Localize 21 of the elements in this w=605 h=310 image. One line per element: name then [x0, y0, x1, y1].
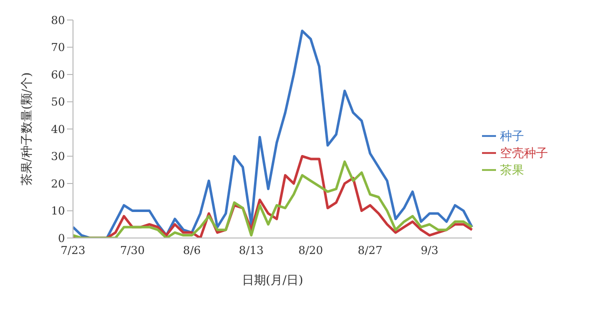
legend-label: 空壳种子: [500, 146, 548, 160]
legend-label: 茶果: [500, 162, 524, 176]
x-tick-label: 8/6: [183, 244, 201, 257]
y-tick-label: 70: [51, 41, 65, 54]
x-tick-label: 8/20: [298, 244, 324, 257]
x-tick-label: 8/13: [238, 244, 264, 257]
legend-label: 种子: [500, 128, 524, 142]
y-tick-label: 80: [51, 14, 65, 27]
x-tick-label: 7/30: [120, 244, 145, 257]
y-tick-label: 60: [51, 68, 65, 82]
y-tick-label: 30: [51, 150, 65, 164]
x-tick-label: 7/23: [60, 244, 86, 257]
x-tick-label: 9/3: [420, 244, 438, 257]
y-tick-label: 40: [51, 122, 65, 136]
y-tick-label: 0: [58, 232, 65, 245]
y-tick-label: 50: [51, 96, 65, 109]
y-tick-label: 20: [51, 177, 65, 190]
x-tick-label: 8/27: [358, 244, 382, 257]
y-tick-label: 10: [51, 204, 65, 218]
y-axis-title: 茶果/种子数量(颗/个): [19, 72, 34, 186]
x-axis-title: 日期(月/日): [242, 273, 304, 287]
